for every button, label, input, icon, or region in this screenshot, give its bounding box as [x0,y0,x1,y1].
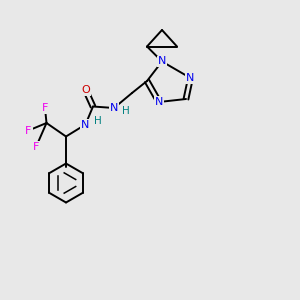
Text: N: N [155,97,163,107]
Text: F: F [42,103,48,113]
Text: N: N [158,56,166,67]
Text: N: N [110,103,118,113]
Text: N: N [186,73,195,83]
Text: N: N [81,119,90,130]
Text: F: F [33,142,39,152]
Text: O: O [81,85,90,95]
Text: H: H [122,106,130,116]
Text: H: H [94,116,102,127]
Text: F: F [25,125,32,136]
